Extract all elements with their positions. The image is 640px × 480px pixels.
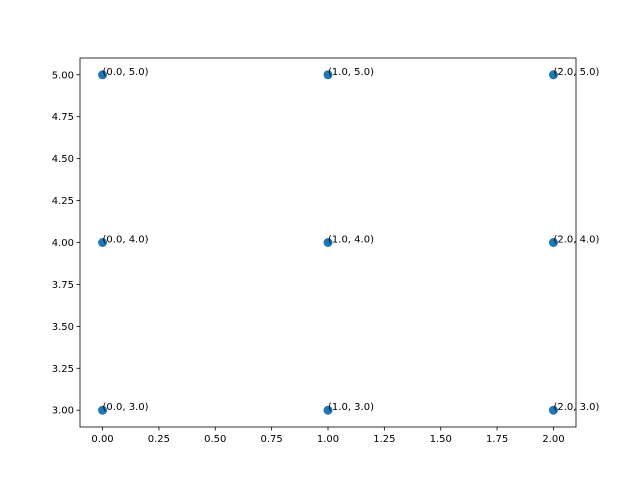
x-tick-label: 0.00 [91, 434, 113, 445]
x-tick-label: 0.50 [204, 434, 226, 445]
data-point [548, 70, 558, 80]
y-tick-label: 3.50 [52, 322, 74, 333]
data-point [98, 70, 108, 80]
data-point [548, 238, 558, 247]
point-annotation: (2.0, 4.0) [553, 235, 599, 246]
point-annotation: (0.0, 5.0) [103, 67, 149, 78]
x-tick-label: 1.00 [317, 434, 339, 445]
point-annotation: (1.0, 5.0) [328, 67, 374, 78]
point-annotation: (0.0, 4.0) [103, 235, 149, 246]
x-tick-label: 1.50 [430, 434, 452, 445]
data-point [98, 238, 108, 247]
y-tick-label: 3.25 [52, 364, 74, 375]
x-tick-label: 0.75 [261, 434, 283, 445]
x-tick-label: 0.25 [148, 434, 170, 445]
plot-frame [79, 57, 577, 428]
point-annotation: (1.0, 4.0) [328, 235, 374, 246]
x-tick-label: 2.00 [542, 434, 564, 445]
point-annotation: (0.0, 3.0) [103, 402, 149, 413]
y-tick-label: 3.00 [52, 406, 74, 417]
data-point [548, 405, 558, 415]
point-annotation: (2.0, 5.0) [553, 67, 599, 78]
y-tick-label: 5.00 [52, 70, 74, 81]
y-tick-label: 4.50 [52, 154, 74, 165]
x-tick-label: 1.75 [486, 434, 508, 445]
point-labels: (0.0, 3.0) (0.0, 4.0) (0.0, 5.0) (1.0, 3.0)… [103, 67, 600, 413]
x-tick-label: 1.25 [373, 434, 395, 445]
data-point [323, 238, 333, 247]
data-point [98, 405, 108, 415]
y-tick-label: 4.75 [52, 112, 74, 123]
y-tick-label: 3.75 [52, 280, 74, 291]
point-annotation: (2.0, 3.0) [553, 402, 599, 413]
data-points [98, 70, 558, 415]
data-point [323, 70, 333, 80]
axis-ticks: 0.00 0.25 0.50 0.75 1.00 1.25 1.50 1.75 2.00 3.00… [52, 70, 565, 445]
y-tick-label: 4.25 [52, 196, 74, 207]
y-tick-label: 4.00 [52, 238, 74, 249]
data-point [323, 405, 333, 415]
point-annotation: (1.0, 3.0) [328, 402, 374, 413]
